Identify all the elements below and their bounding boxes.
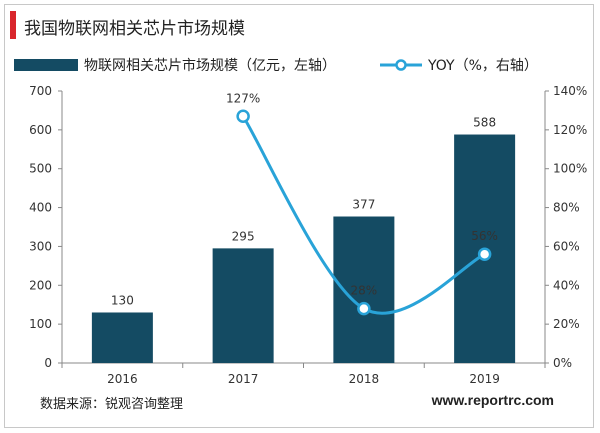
- y-right-tick-label: 20%: [553, 317, 580, 331]
- y-right-tick-label: 80%: [553, 201, 580, 215]
- yoy-data-label: 56%: [471, 229, 498, 243]
- y-right-tick-label: 100%: [553, 162, 587, 176]
- yoy-point: [477, 247, 492, 261]
- x-tick-label: 2019: [469, 372, 500, 386]
- y-left-tick-label: 300: [29, 239, 52, 253]
- y-left-tick-label: 500: [29, 162, 52, 176]
- legend-item-bar: 物联网相关芯片市场规模（亿元，左轴）: [14, 55, 336, 75]
- chart-title: 我国物联网相关芯片市场规模: [24, 19, 245, 39]
- x-tick-label: 2018: [349, 372, 380, 386]
- legend-item-line: YOY（%，右轴）: [378, 55, 538, 75]
- bar: [212, 248, 274, 363]
- website-label: www.reportrc.com: [431, 392, 554, 408]
- legend-line-swatch: [380, 59, 422, 71]
- yoy-data-label: 28%: [351, 284, 378, 298]
- y-right-tick-label: 120%: [553, 123, 587, 137]
- yoy-data-label: 127%: [226, 91, 260, 105]
- bar-data-label: 377: [352, 198, 375, 212]
- source-note: 数据来源：锐观咨询整理: [40, 397, 184, 412]
- y-right-tick-label: 0%: [553, 356, 572, 370]
- y-left-tick-label: 600: [29, 123, 52, 137]
- legend-bar-label: 物联网相关芯片市场规模（亿元，左轴）: [84, 58, 336, 74]
- yoy-point: [357, 301, 371, 316]
- y-left-tick-label: 200: [29, 278, 52, 292]
- y-left-tick-label: 400: [29, 201, 52, 215]
- yoy-point: [236, 109, 250, 124]
- y-left-tick-label: 700: [29, 84, 52, 98]
- x-tick-label: 2017: [228, 372, 259, 386]
- bar: [91, 312, 153, 363]
- x-tick-label: 2016: [107, 372, 138, 386]
- y-left-tick-label: 100: [29, 317, 52, 331]
- y-left-tick-label: 0: [44, 356, 52, 370]
- legend-bar-swatch: [14, 59, 78, 71]
- y-right-tick-label: 40%: [553, 278, 580, 292]
- legend-line-label: YOY（%，右轴）: [428, 58, 538, 74]
- y-right-tick-label: 60%: [553, 239, 580, 253]
- bar-data-label: 588: [473, 116, 496, 130]
- bar-data-label: 295: [232, 229, 255, 243]
- title-accent-bar: [10, 11, 16, 39]
- y-right-tick-label: 140%: [553, 84, 587, 98]
- bar-data-label: 130: [111, 293, 134, 307]
- legend: 物联网相关芯片市场规模（亿元，左轴） YOY（%，右轴）: [14, 54, 580, 76]
